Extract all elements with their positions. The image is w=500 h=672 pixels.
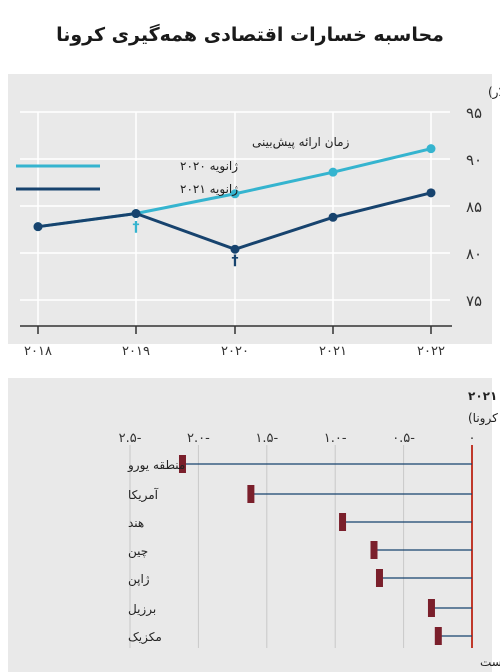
x-tick-label: ۲۰۲۱ xyxy=(319,344,347,359)
series-point-1 xyxy=(230,244,240,254)
x-tick-label: ۲.۰- xyxy=(187,431,210,446)
category-label: منطقه یورو xyxy=(127,458,185,473)
main-title: محاسبه خسارات اقتصادی همه‌گیری کرونا xyxy=(56,23,444,46)
x-tick-label: ۲۰۱۹ xyxy=(122,344,150,359)
bar-marker xyxy=(339,513,347,531)
y-tick-label: ۹۵ xyxy=(466,104,482,122)
category-label: مکزیک xyxy=(128,630,162,645)
bar-chart-subtitle: (در مقایسه با پیش‌بینی‌های قبل از همه‌گی… xyxy=(468,411,500,426)
bar-chart-panel xyxy=(8,378,492,672)
bar-chart-title: کسری تولید ناخالص کشورها در سال‌های ۲۰۲۰… xyxy=(468,389,500,404)
y-tick-label: ۹۰ xyxy=(466,151,482,169)
x-tick-label: ۲.۵- xyxy=(119,431,142,446)
bar-marker xyxy=(370,541,378,559)
category-label: هند xyxy=(128,516,144,530)
series-point-0 xyxy=(230,189,240,199)
bar-chart: کسری تولید ناخالص کشورها در سال‌های ۲۰۲۰… xyxy=(8,378,500,672)
line-chart-series: †† xyxy=(33,144,436,269)
legend-label-2020: ژانویه ۲۰۲۰ xyxy=(180,159,238,174)
category-label: ژاپن xyxy=(128,572,150,587)
y-tick-label: ۸۵ xyxy=(466,198,482,216)
y-tick-label: ۷۵ xyxy=(466,292,482,310)
x-tick-label: ۲۰۲۰ xyxy=(221,344,249,359)
bar-marker xyxy=(247,485,255,503)
category-label: چین xyxy=(128,544,148,559)
category-label: آمریکا xyxy=(128,487,159,503)
series-point-1 xyxy=(328,212,338,222)
legend-label-2021: ژانویه ۲۰۲۱ xyxy=(180,182,238,197)
dagger-annotation: † xyxy=(232,253,239,269)
bar-marker xyxy=(434,627,442,645)
x-tick-label: ۰.۵- xyxy=(392,431,415,446)
series-point-1 xyxy=(131,209,141,219)
bar-chart-grid: ۲.۵- ۲.۰- ۱.۵- ۱.۰- ۰.۵- ۰ xyxy=(119,431,476,648)
dagger-annotation: † xyxy=(133,220,140,236)
y-tick-label: ۸۰ xyxy=(466,245,482,263)
source-note: منبع: بانک جهانی/ برآورد اکونومیست xyxy=(480,654,500,670)
bar-chart-bars: منطقه یورو آمریکا هند چین ژاپن برزیل مکزیک xyxy=(127,455,472,645)
line-chart-ylabel: تولید ناخالص جهان (تریلیون دلار) xyxy=(488,85,500,100)
x-tick-label: ۲۰۱۸ xyxy=(24,344,52,359)
bar-marker xyxy=(178,455,186,473)
series-point-1 xyxy=(426,188,436,198)
legend-title: زمان ارائه پیش‌بینی xyxy=(252,135,350,150)
x-tick-label: ۱.۵- xyxy=(255,431,278,446)
x-tick-label: ۲۰۲۲ xyxy=(417,344,445,359)
line-chart-grid xyxy=(20,111,450,326)
series-point-0 xyxy=(328,167,338,177)
line-chart-legend: زمان ارائه پیش‌بینی ژانویه ۲۰۲۰ ژانویه ۲… xyxy=(16,135,350,197)
category-label: برزیل xyxy=(128,602,156,617)
line-chart-axes: ۷۵ ۸۰ ۸۵ ۹۰ ۹۵ ۲۰۱۸ ۲۰۱۹ ۲۰۲۰ ۲۰۲۱ ۲۰۲۲ xyxy=(20,104,482,359)
series-point-1 xyxy=(33,222,43,232)
x-tick-label: ۰ xyxy=(469,431,476,446)
line-chart-panel xyxy=(8,74,492,344)
line-chart: تولید ناخالص جهان (تریلیون دلار) †† ۷۵۸۰… xyxy=(8,74,500,359)
bar-marker xyxy=(375,569,383,587)
bar-marker xyxy=(427,599,435,617)
x-tick-label: ۱.۰- xyxy=(324,431,347,446)
series-point-0 xyxy=(426,144,436,154)
